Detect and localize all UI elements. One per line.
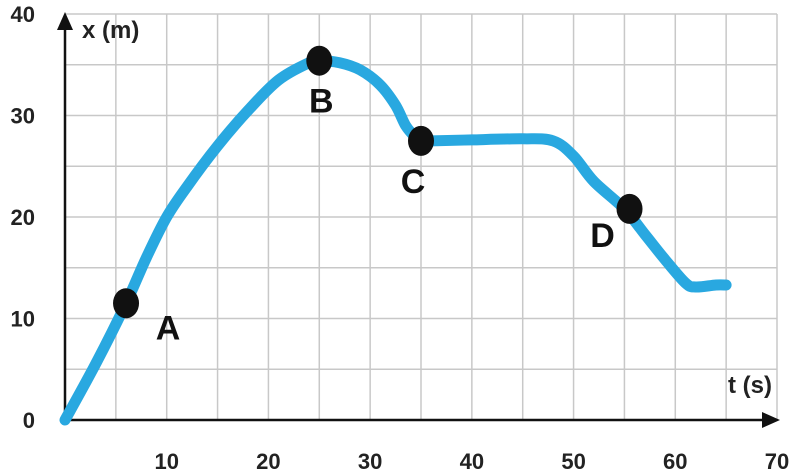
y-tick-label: 20 (11, 205, 35, 230)
point-c-label: C (401, 163, 426, 201)
point-b-label: B (309, 83, 334, 121)
point-a-marker (113, 288, 140, 319)
y-tick-label: 40 (11, 2, 35, 27)
point-c-marker (408, 125, 434, 156)
point-d-label: D (590, 217, 615, 255)
y-tick-label: 10 (11, 307, 35, 332)
x-tick-label: 60 (663, 449, 687, 474)
tick-labels: 10 20 30 40 50 60 70 0 10 20 30 40 (11, 2, 790, 474)
x-tick-label: 50 (561, 449, 585, 474)
x-tick-label: 10 (154, 449, 178, 474)
point-d-marker (616, 193, 643, 224)
y-tick-label: 30 (11, 104, 35, 129)
y-axis-label: x (m) (82, 17, 139, 44)
x-tick-label: 20 (256, 449, 280, 474)
axes (57, 12, 780, 428)
points-layer: A B C D (113, 45, 643, 347)
x-axis-label: t (s) (728, 372, 772, 399)
x-tick-label: 30 (358, 449, 382, 474)
x-axis-arrow (762, 412, 780, 428)
y-axis-arrow (57, 12, 73, 30)
series-layer (59, 54, 732, 426)
series-line (59, 54, 732, 426)
point-a-label: A (156, 309, 181, 347)
x-tick-label: 40 (460, 449, 484, 474)
y-tick-label: 0 (23, 408, 35, 433)
x-tick-label: 70 (765, 449, 789, 474)
point-b-marker (306, 45, 333, 76)
